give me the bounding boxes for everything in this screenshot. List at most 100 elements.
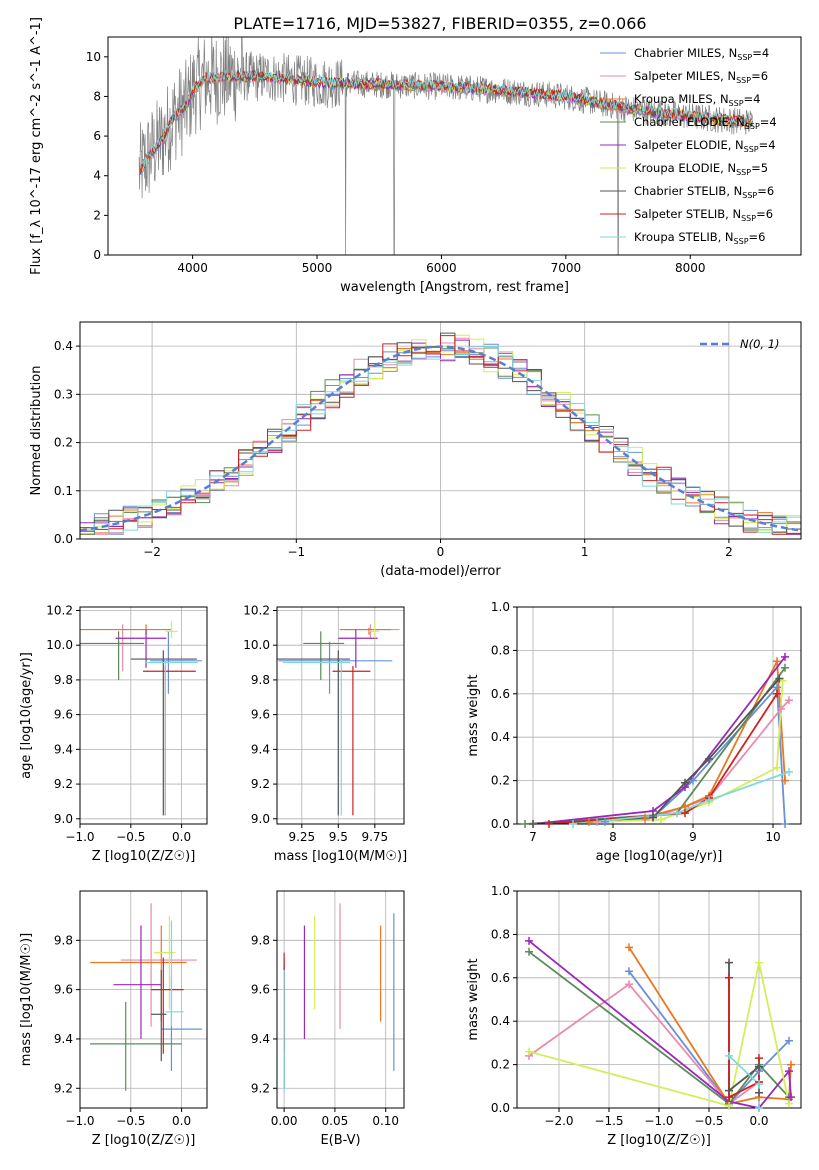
y-tick-label: 9.2 (251, 777, 270, 791)
y-tick-label: 9.2 (54, 1081, 73, 1095)
mass_vs_Z-panel: −1.0 −0.5 0.0 9.2 9.4 9.6 9.8 Z [log10(Z/Z☉)] ma… (19, 890, 208, 1148)
weight-marker (773, 763, 781, 772)
x-tick-label: −1.5 (594, 1114, 623, 1128)
y-tick-label: 0.8 (491, 643, 510, 657)
legend-entry: N(0, 1) (740, 337, 780, 351)
y-tick-label: 0.2 (491, 774, 510, 788)
y-tick-label: 0.0 (491, 1101, 510, 1115)
weight-marker (785, 767, 793, 776)
weight-marker (755, 1054, 763, 1063)
y-tick-label: 0.2 (54, 436, 73, 450)
legend-entry: Kroupa ELODIE, NSSP=5 (634, 161, 768, 177)
x-tick-label: 0.0 (172, 1114, 191, 1128)
y-tick-label: 1.0 (491, 600, 510, 614)
mass_vs_ebv-plot-area (283, 903, 395, 1094)
x-tick-label: −0.5 (116, 1114, 145, 1128)
axes-frame (107, 36, 802, 256)
x-axis-label: Z [log10(Z/Z☉)] (607, 1133, 711, 1148)
axes-frame (276, 606, 405, 825)
legend-entry: Chabrier STELIB, NSSP=6 (634, 184, 774, 200)
weight-marker (781, 663, 789, 672)
weight-marker (781, 820, 789, 828)
weight-marker (725, 958, 733, 967)
y-tick-label: 1.0 (491, 884, 510, 898)
y-tick-label: 0.1 (54, 484, 73, 498)
x-tick-label: −2 (143, 545, 161, 559)
x-tick-label: −1 (287, 545, 305, 559)
y-axis-label: mass weight (466, 958, 481, 1040)
y-tick-label: 6 (93, 129, 101, 143)
weight-marker (625, 980, 633, 989)
weight-marker (755, 1062, 763, 1071)
x-tick-label: −0.5 (116, 830, 145, 844)
spectrum-plot-area (138, 37, 753, 255)
mass_vs_ebv-panel: 0.00 0.05 0.10 9.2 9.4 9.6 9.8 E(B-V) (251, 890, 405, 1148)
x-axis-label: E(B-V) (320, 1133, 360, 1148)
weight-marker (529, 820, 537, 828)
y-tick-label: 0.4 (491, 730, 510, 744)
y-axis-label: mass weight (466, 674, 481, 756)
age_vs_mass-panel: 9.25 9.5 9.75 9.0 9.2 9.4 9.6 9.8 10.0 10.2 mass [… (243, 603, 407, 864)
x-tick-label: −1.0 (65, 1114, 94, 1128)
x-tick-label: 4000 (177, 261, 208, 275)
gaussian-curve (80, 345, 799, 532)
x-axis-label: Z [log10(Z/Z☉)] (92, 849, 196, 864)
y-tick-label: 0.6 (491, 687, 510, 701)
x-tick-label: −1.0 (644, 1114, 673, 1128)
weight-marker (787, 1060, 795, 1069)
weight-marker (625, 943, 633, 952)
x-tick-label: 9.75 (361, 830, 388, 844)
y-axis-label: Normed distribution (29, 366, 44, 496)
x-tick-label: 9 (689, 830, 697, 844)
x-tick-label: 0.0 (749, 1114, 768, 1128)
age_vs_Z-panel: −1.0 −0.5 0.0 9.0 9.2 9.4 9.6 9.8 10.0 10.2 Z [log… (19, 603, 208, 864)
y-tick-label: 8 (93, 89, 101, 103)
x-tick-label: 10 (765, 830, 780, 844)
axes-frame (79, 890, 208, 1109)
spectrum-panel: 4000 5000 6000 7000 8000 0 2 4 6 8 10 wavelength [A… (29, 17, 802, 295)
y-tick-label: 0.6 (491, 971, 510, 985)
x-tick-label: 0.0 (172, 830, 191, 844)
x-tick-label: 2 (725, 545, 733, 559)
axes-frame (79, 606, 208, 825)
figure-title: PLATE=1716, MJD=53827, FIBERID=0355, z=0… (233, 14, 646, 33)
axes-frame (516, 890, 802, 1109)
y-tick-label: 9.6 (54, 983, 73, 997)
weight-marker (525, 1047, 533, 1056)
weight-marker (785, 1067, 793, 1076)
weight-marker (641, 813, 649, 822)
y-tick-label: 10 (86, 50, 101, 64)
legend-entry: Chabrier MILES, NSSP=4 (634, 46, 769, 62)
weight-marker (725, 1101, 733, 1110)
y-axis-label: age [log10(age/yr)] (19, 652, 34, 779)
weight-marker (601, 817, 609, 826)
y-tick-label: 9.0 (251, 812, 270, 826)
weight-marker (773, 657, 781, 666)
axes-frame (276, 890, 405, 1109)
x-tick-label: 9.5 (329, 830, 348, 844)
weight-line (528, 951, 790, 1105)
residuals-plot-area (80, 332, 801, 535)
weight_vs_Z-panel: −2.0 −1.5 −1.0 −0.5 0.0 0.0 0.2 0.4 0.6 0.8 1.0 Z [… (466, 884, 802, 1148)
x-axis-label: mass [log10(M/M☉)] (274, 849, 407, 864)
weight-marker (705, 796, 713, 805)
weight-marker (689, 776, 697, 785)
y-tick-label: 0.4 (491, 1014, 510, 1028)
weight_vs_Z-plot-area (528, 940, 792, 1108)
y-axis-label: Flux [f_λ 10^-17 erg cm^-2 s^-1 A^-1] (29, 17, 44, 275)
y-tick-label: 10.0 (46, 638, 73, 652)
legend-entry: Salpeter MILES, NSSP=6 (634, 69, 768, 85)
y-tick-label: 0.0 (491, 817, 510, 831)
histogram-step (80, 335, 801, 535)
x-tick-label: 6000 (426, 261, 457, 275)
x-tick-label: 0 (437, 545, 445, 559)
weight-marker (755, 1104, 763, 1112)
x-axis-label: wavelength [Angstrom, rest frame] (340, 280, 569, 295)
weight-marker (775, 674, 784, 683)
y-tick-label: 9.8 (251, 673, 270, 687)
y-tick-label: 9.4 (54, 1032, 73, 1046)
mass_vs_Z-plot-area (90, 903, 202, 1091)
y-tick-label: 9.4 (54, 742, 73, 756)
y-tick-label: 9.2 (54, 777, 73, 791)
weight-marker (593, 817, 601, 826)
